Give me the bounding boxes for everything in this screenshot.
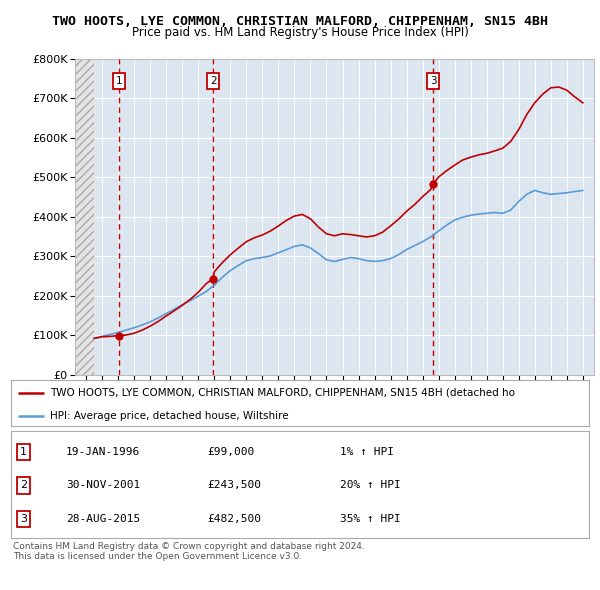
Text: £243,500: £243,500	[208, 480, 262, 490]
Text: £99,000: £99,000	[208, 447, 255, 457]
Text: TWO HOOTS, LYE COMMON, CHRISTIAN MALFORD, CHIPPENHAM, SN15 4BH: TWO HOOTS, LYE COMMON, CHRISTIAN MALFORD…	[52, 15, 548, 28]
Text: 30-NOV-2001: 30-NOV-2001	[66, 480, 140, 490]
Text: Price paid vs. HM Land Registry's House Price Index (HPI): Price paid vs. HM Land Registry's House …	[131, 26, 469, 39]
Text: TWO HOOTS, LYE COMMON, CHRISTIAN MALFORD, CHIPPENHAM, SN15 4BH (detached ho: TWO HOOTS, LYE COMMON, CHRISTIAN MALFORD…	[50, 388, 515, 398]
Text: 1% ↑ HPI: 1% ↑ HPI	[340, 447, 394, 457]
Text: 28-AUG-2015: 28-AUG-2015	[66, 514, 140, 524]
Text: 20% ↑ HPI: 20% ↑ HPI	[340, 480, 401, 490]
Text: HPI: Average price, detached house, Wiltshire: HPI: Average price, detached house, Wilt…	[50, 411, 289, 421]
Text: Contains HM Land Registry data © Crown copyright and database right 2024.
This d: Contains HM Land Registry data © Crown c…	[13, 542, 365, 561]
Text: 3: 3	[430, 76, 436, 86]
Text: £482,500: £482,500	[208, 514, 262, 524]
Text: 1: 1	[116, 76, 122, 86]
Text: 35% ↑ HPI: 35% ↑ HPI	[340, 514, 401, 524]
Text: 1: 1	[20, 447, 27, 457]
Text: 2: 2	[20, 480, 27, 490]
Text: 3: 3	[20, 514, 27, 524]
Text: 19-JAN-1996: 19-JAN-1996	[66, 447, 140, 457]
Bar	[75, 59, 94, 375]
Text: 2: 2	[210, 76, 217, 86]
Bar	[75, 59, 94, 375]
